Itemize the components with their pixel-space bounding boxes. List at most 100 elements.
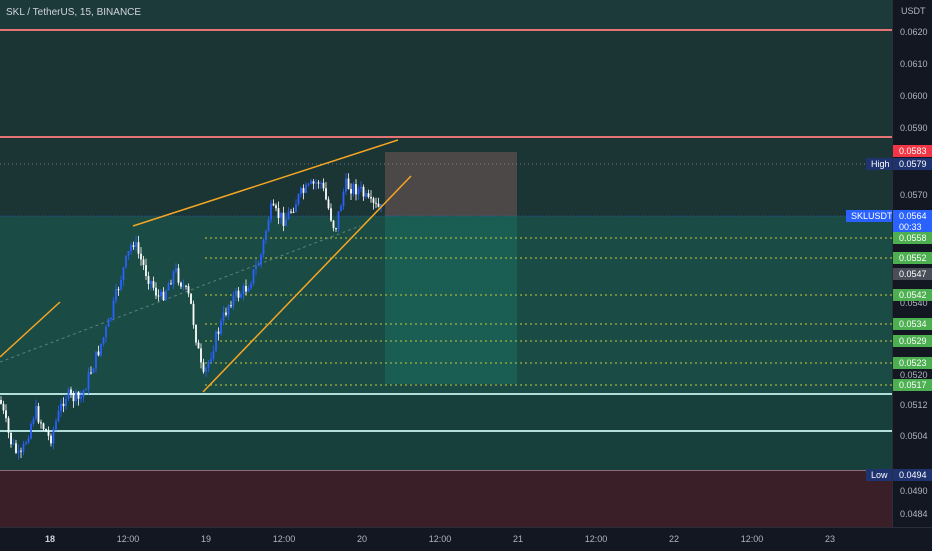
candle-body	[317, 182, 320, 184]
candle-body	[350, 188, 352, 194]
candle-body	[372, 198, 375, 203]
target-price-tag: 0.0517	[893, 379, 932, 391]
candle-body	[160, 291, 162, 297]
candle-body	[325, 188, 327, 200]
candle-body	[215, 331, 217, 352]
candle-body	[342, 191, 345, 207]
candle-body	[157, 295, 160, 297]
candle-body	[197, 342, 200, 349]
candle-body	[42, 423, 45, 430]
candle-body	[105, 326, 107, 338]
candle-body	[357, 188, 360, 195]
candle-body	[195, 324, 197, 343]
candle-body	[305, 184, 307, 193]
candle-body	[165, 290, 167, 300]
candle-body	[50, 435, 52, 444]
lower-support-zone	[0, 394, 892, 471]
candle-body	[190, 293, 192, 304]
candle-body	[125, 255, 127, 268]
candle-body	[352, 184, 355, 194]
candle-body	[320, 182, 322, 184]
high-label: High	[866, 158, 892, 170]
candle-body	[110, 317, 112, 319]
time-tick: 12:00	[584, 534, 608, 544]
low-zone	[0, 471, 892, 527]
chart-overlay	[0, 139, 892, 460]
time-tick: 12:00	[428, 534, 452, 544]
wedge-lower-trendline[interactable]	[202, 175, 412, 393]
candle-body	[7, 418, 10, 433]
candle-body	[22, 443, 25, 452]
candle-body	[322, 182, 325, 189]
price-tick: 0.0570	[900, 190, 928, 200]
candle-body	[12, 443, 15, 445]
candle-body	[205, 367, 207, 372]
price-tick: 0.0600	[900, 91, 928, 101]
candle-body	[130, 245, 132, 252]
candle-body	[35, 406, 37, 419]
low-line[interactable]	[0, 470, 892, 471]
candle-body	[147, 276, 150, 284]
candle-body	[235, 290, 237, 296]
candle-body	[92, 368, 95, 373]
candle-body	[137, 242, 140, 254]
candle-body	[67, 389, 70, 399]
candle-body	[330, 208, 332, 221]
candle-body	[145, 265, 147, 277]
candle-body	[175, 268, 177, 272]
resistance-line[interactable]	[0, 136, 892, 138]
candle-body	[362, 186, 365, 197]
candle-body	[245, 285, 247, 292]
candle-body	[277, 208, 280, 219]
target-price-tag: 0.0558	[893, 232, 932, 244]
candle-body	[127, 251, 130, 256]
candle-body	[327, 199, 330, 209]
support-line-lower[interactable]	[0, 430, 892, 432]
target-price-tag: 0.0523	[893, 357, 932, 369]
candle-body	[112, 300, 115, 318]
candle-body	[345, 178, 347, 192]
symbol-title: SKL / TetherUS, 15, BINANCE	[6, 7, 142, 18]
candle-body	[77, 391, 80, 399]
time-tick: 18	[44, 534, 56, 544]
candle-body	[380, 204, 382, 207]
candle-body	[297, 193, 300, 205]
candle-body	[300, 188, 302, 194]
price-tick: 0.0520	[900, 370, 928, 380]
left-trendline[interactable]	[0, 301, 61, 358]
candle-body	[72, 393, 75, 402]
candle-body	[60, 403, 62, 411]
wedge-upper-trendline[interactable]	[132, 139, 399, 227]
candle-body	[120, 279, 122, 290]
candle-body	[287, 211, 290, 220]
candle-body	[97, 351, 100, 356]
candle-body	[217, 331, 220, 334]
candle-body	[200, 348, 202, 363]
candle-body	[57, 410, 60, 422]
chart-plot-area[interactable]: SKL / TetherUS, 15, BINANCE High SKLUSDT…	[0, 0, 892, 527]
candle-body	[310, 181, 312, 184]
time-axis[interactable]: 18 12:00 19 12:00 20 12:00 21 12:00 22 1…	[0, 527, 932, 551]
price-axis[interactable]: USDT 0.0620 0.0610 0.0600 0.0590 0.0570 …	[892, 0, 932, 527]
candle-body	[265, 230, 267, 240]
resistance-line-top[interactable]	[0, 29, 892, 31]
support-line-upper[interactable]	[0, 393, 892, 395]
candle-body	[377, 203, 380, 207]
candle-body	[262, 239, 265, 255]
candle-body	[240, 294, 242, 298]
candle-body	[272, 203, 275, 206]
candle-body	[107, 318, 110, 327]
candle-body	[85, 389, 87, 391]
candle-body	[162, 291, 165, 300]
candle-body	[17, 450, 20, 453]
candle-body	[365, 193, 367, 197]
candle-body	[192, 303, 195, 325]
candle-body	[172, 271, 175, 285]
midline-dashed	[0, 225, 361, 363]
target-price-tag: 0.0552	[893, 252, 932, 264]
price-tick: 0.0620	[900, 27, 928, 37]
candle-body	[210, 358, 212, 362]
candle-body	[232, 295, 235, 306]
candle-body	[247, 288, 250, 292]
candle-body	[65, 398, 67, 407]
